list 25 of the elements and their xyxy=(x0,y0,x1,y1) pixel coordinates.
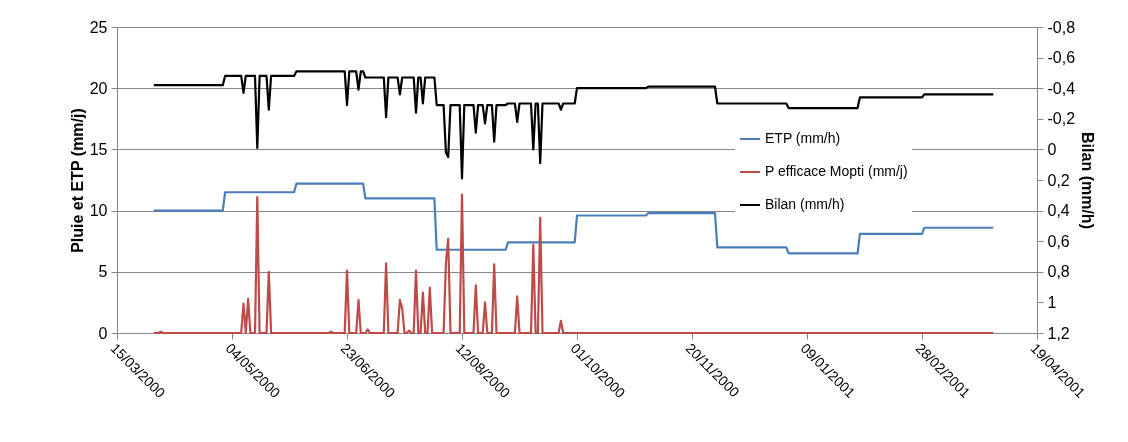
line-series xyxy=(152,193,995,335)
y-tick-label: 25 xyxy=(89,18,108,36)
line-series xyxy=(152,182,995,255)
y2-tick-label: 0 xyxy=(1047,140,1057,158)
y2-tick-label: 0,8 xyxy=(1047,263,1070,281)
y2-tick-label: 0,4 xyxy=(1047,202,1070,220)
y2-tick-label: -0,4 xyxy=(1047,79,1076,97)
legend-label: ETP (mm/h) xyxy=(765,130,841,146)
y-tick-label: 15 xyxy=(89,140,108,158)
y-axis-title: Pluie et ETP (mm/j) xyxy=(68,108,86,253)
legend-label: Bilan (mm/h) xyxy=(765,196,845,212)
y-tick-label: 20 xyxy=(89,79,108,97)
legend-label: P efficace Mopti (mm/j) xyxy=(765,163,908,179)
y2-tick-label: 0,6 xyxy=(1047,232,1070,250)
y2-tick-label: 1,2 xyxy=(1047,324,1070,342)
y2-tick-label: 0,2 xyxy=(1047,171,1070,189)
y2-tick-label: -0,2 xyxy=(1047,110,1076,128)
y-tick-label: 0 xyxy=(98,324,108,342)
y2-axis-title: Bilan (mm/h) xyxy=(1079,132,1097,229)
y2-tick-label: 1 xyxy=(1047,293,1057,311)
y-tick-label: 10 xyxy=(89,202,108,220)
line-series xyxy=(152,70,995,180)
y-tick-label: 5 xyxy=(98,263,108,281)
y2-tick-label: -0,8 xyxy=(1047,18,1076,36)
y2-tick-label: -0,6 xyxy=(1047,49,1076,67)
